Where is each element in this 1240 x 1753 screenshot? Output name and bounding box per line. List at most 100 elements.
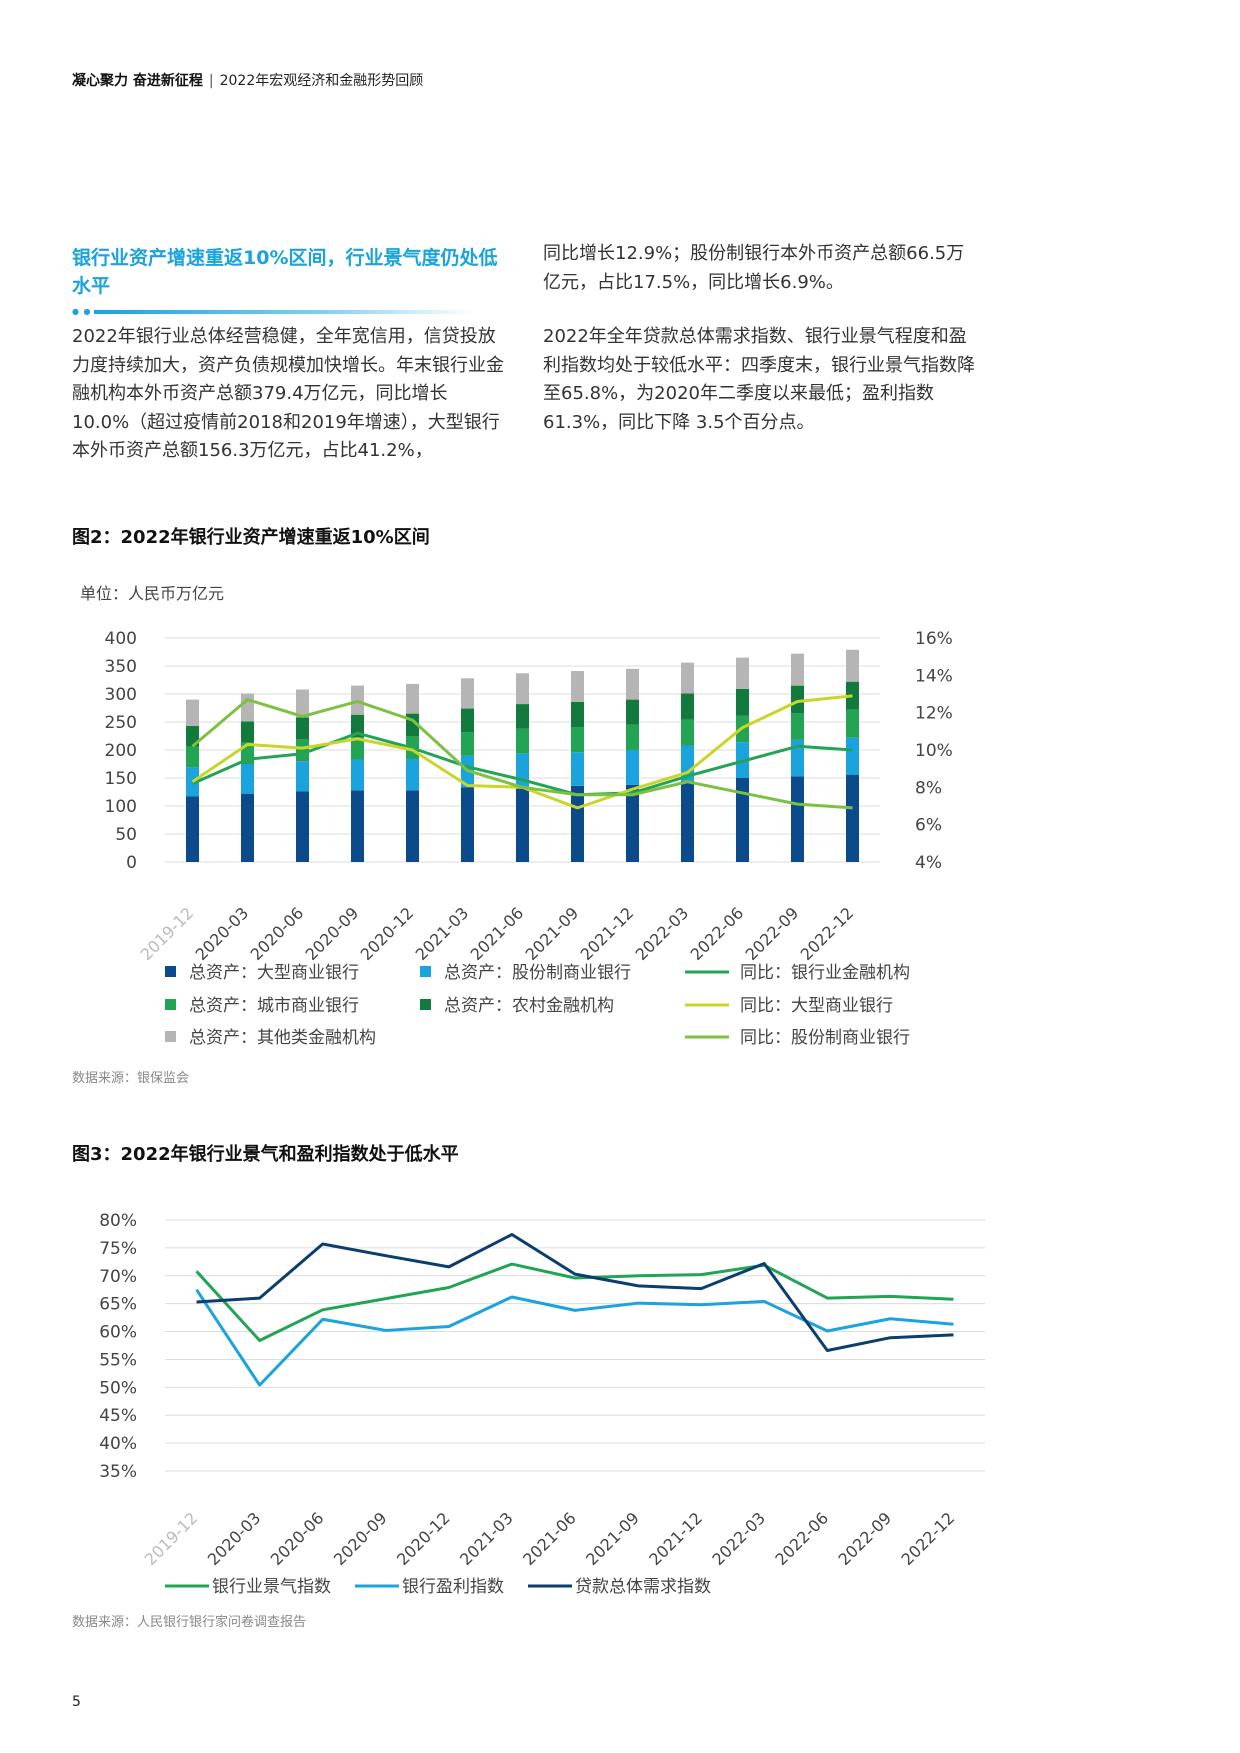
bar-segment	[791, 713, 804, 740]
x-tick-label: 2022-12	[797, 903, 858, 964]
bar-segment	[516, 673, 529, 705]
x-tick-label: 2022-03	[708, 1508, 769, 1569]
legend-label: 银行盈利指数	[402, 1577, 504, 1597]
bar-segment	[186, 746, 199, 768]
bar-segment	[406, 790, 419, 862]
running-header: 凝心聚力 奋进新征程 | 2022年宏观经济和金融形势回顾	[72, 70, 423, 90]
bar-segment	[846, 737, 859, 775]
bar-segment	[681, 662, 694, 694]
figure2-title: 图2：2022年银行业资产增速重返10%区间	[72, 527, 430, 548]
y-left-tick-label: 300	[105, 685, 137, 705]
figure2-chart: 0 50 100 150 200 250 300 350 400 4% 6% 8% 10% 12% 14% 1…	[105, 629, 953, 1048]
bar-segment	[846, 681, 859, 710]
legend-swatch	[165, 1031, 176, 1042]
x-tick-label: 2020-06	[247, 903, 308, 964]
bar-segment	[681, 719, 694, 746]
x-tick-label: 2021-03	[456, 1508, 517, 1569]
bar-segment	[296, 717, 309, 740]
x-tick-label: 2021-03	[412, 903, 473, 964]
x-tick-label: 2019-12	[137, 903, 198, 964]
y-right-tick-label: 16%	[915, 629, 953, 649]
y-tick-label: 35%	[99, 1462, 137, 1482]
header-divider: |	[208, 73, 214, 89]
bar-segment	[626, 668, 639, 700]
series-line	[191, 698, 853, 810]
legend-label: 贷款总体需求指数	[575, 1577, 711, 1597]
y-tick-label: 70%	[99, 1267, 137, 1287]
y-left-tick-label: 400	[105, 629, 137, 649]
x-tick-label: 2020-12	[393, 1508, 454, 1569]
bar-segment	[461, 678, 474, 709]
bar-segment	[296, 739, 309, 762]
legend-label: 总资产：城市商业银行	[189, 996, 359, 1016]
bar-segment	[516, 704, 529, 729]
bar-segment	[571, 785, 584, 862]
bar-segment	[571, 701, 584, 728]
x-tick-label: 2020-09	[330, 1508, 391, 1569]
bar-segment	[571, 752, 584, 786]
bar-segment	[626, 699, 639, 725]
header-slogan: 凝心聚力 奋进新征程	[72, 73, 203, 89]
bar-segment	[406, 758, 419, 791]
right-paragraph-2: 2022年全年贷款总体需求指数、银行业景气程度和盈利指数均处于较低水平：四季度末…	[543, 326, 975, 433]
bar-segment	[571, 727, 584, 753]
legend-label: 总资产：农村金融机构	[444, 996, 614, 1016]
underline-bar	[94, 310, 474, 314]
bar-segment	[186, 796, 199, 862]
bar-segment	[241, 693, 254, 722]
series-line	[191, 731, 853, 797]
legend-swatch	[165, 999, 176, 1010]
bar-segment	[571, 671, 584, 702]
y-tick-label: 75%	[99, 1239, 137, 1259]
bar-segment	[626, 724, 639, 750]
y-tick-label: 55%	[99, 1350, 137, 1370]
y-tick-label: 50%	[99, 1378, 137, 1398]
legend-swatch	[420, 966, 431, 977]
y-right-tick-label: 6%	[915, 816, 942, 836]
bar-segment	[296, 761, 309, 792]
y-left-tick-label: 250	[105, 713, 137, 733]
x-tick-label: 2022-06	[771, 1508, 832, 1569]
figure3-chart: 35%40%45%50%55%60%65%70%75%80%2019-12 202…	[99, 1211, 985, 1597]
legend-label: 同比：银行业金融机构	[740, 963, 910, 983]
bar-segment	[241, 721, 254, 743]
x-tick-label: 2021-09	[582, 1508, 643, 1569]
bar-segment	[186, 725, 199, 747]
x-tick-label: 2021-06	[467, 903, 528, 964]
y-left-tick-label: 50	[115, 825, 137, 845]
legend-swatch	[165, 966, 176, 977]
bar-segment	[681, 780, 694, 862]
right-paragraph-1: 同比增长12.9%；股份制银行本外币资产总额66.5万亿元，占比17.5%，同比…	[543, 243, 965, 293]
bar-segment	[516, 728, 529, 754]
y-left-tick-label: 200	[105, 741, 137, 761]
legend-label: 总资产：股份制商业银行	[444, 963, 631, 983]
y-left-tick-label: 350	[105, 657, 137, 677]
bar-segment	[461, 787, 474, 862]
bar-segment	[186, 767, 199, 797]
x-tick-label: 2020-03	[192, 903, 253, 964]
page-number: 5	[72, 1694, 81, 1710]
bar-segment	[681, 693, 694, 720]
legend-label: 银行业景气指数	[212, 1577, 331, 1597]
bar-segment	[846, 649, 859, 682]
bar-segment	[791, 739, 804, 777]
x-tick-label: 2020-09	[302, 903, 363, 964]
y-right-tick-label: 4%	[915, 853, 942, 873]
bar-segment	[351, 790, 364, 862]
bar-segment	[846, 709, 859, 738]
bar-segment	[406, 683, 419, 714]
bar-segment	[351, 737, 364, 760]
y-right-tick-label: 10%	[915, 741, 953, 761]
x-tick-label: 2022-12	[898, 1508, 959, 1569]
bar-segment	[516, 786, 529, 862]
header-report-title: 2022年宏观经济和金融形势回顾	[219, 73, 424, 89]
bar-segment	[461, 732, 474, 756]
legend-label: 同比：股份制商业银行	[740, 1028, 910, 1048]
bar-segment	[791, 776, 804, 862]
bar-segment	[296, 689, 309, 718]
series-line	[195, 1262, 954, 1342]
bar-segment	[241, 793, 254, 862]
y-tick-label: 80%	[99, 1211, 137, 1231]
figure3-source: 数据来源：人民银行银行家问卷调查报告	[72, 1615, 307, 1630]
bar-segment	[186, 699, 199, 726]
